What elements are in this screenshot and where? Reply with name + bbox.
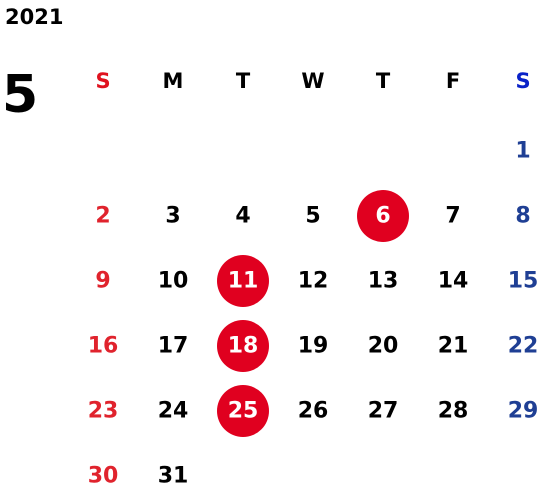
day-number: 22 [508, 334, 539, 359]
day-number: 10 [158, 269, 189, 294]
weekday-label: F [446, 69, 460, 93]
weekday-label: S [515, 69, 530, 93]
highlight-circle [217, 255, 269, 307]
day-number: 28 [438, 399, 469, 424]
day-number: 31 [158, 464, 189, 489]
day-number: 26 [298, 399, 329, 424]
day-number: 3 [165, 204, 180, 229]
weekday-label: M [163, 69, 184, 93]
day-number: 16 [88, 334, 119, 359]
day-number: 13 [368, 269, 399, 294]
day-number: 14 [438, 269, 469, 294]
day-number: 1 [515, 139, 530, 164]
year: 2021 [5, 5, 63, 29]
day-number: 6 [375, 204, 390, 229]
weekday-label: T [376, 69, 391, 93]
day-number: 11 [228, 269, 259, 294]
day-number: 8 [515, 204, 530, 229]
day-number: 12 [298, 269, 329, 294]
highlight-circle [217, 320, 269, 372]
day-number: 2 [95, 204, 110, 229]
weekday-label: T [236, 69, 251, 93]
day-number: 29 [508, 399, 539, 424]
day-number: 30 [88, 464, 119, 489]
day-number: 21 [438, 334, 469, 359]
day-number: 24 [158, 399, 189, 424]
day-number: 20 [368, 334, 399, 359]
highlight-circle [217, 385, 269, 437]
day-number: 25 [228, 399, 259, 424]
day-number: 18 [228, 334, 259, 359]
day-number: 4 [235, 204, 250, 229]
day-number: 15 [508, 269, 539, 294]
day-number: 23 [88, 399, 119, 424]
day-number: 17 [158, 334, 189, 359]
day-number: 9 [95, 269, 110, 294]
day-number: 19 [298, 334, 329, 359]
highlight-circle [357, 190, 409, 242]
month: 5 [2, 65, 38, 125]
day-number: 27 [368, 399, 399, 424]
weekday-label: W [301, 69, 324, 93]
day-number: 7 [445, 204, 460, 229]
day-number: 5 [305, 204, 320, 229]
weekday-label: S [95, 69, 110, 93]
